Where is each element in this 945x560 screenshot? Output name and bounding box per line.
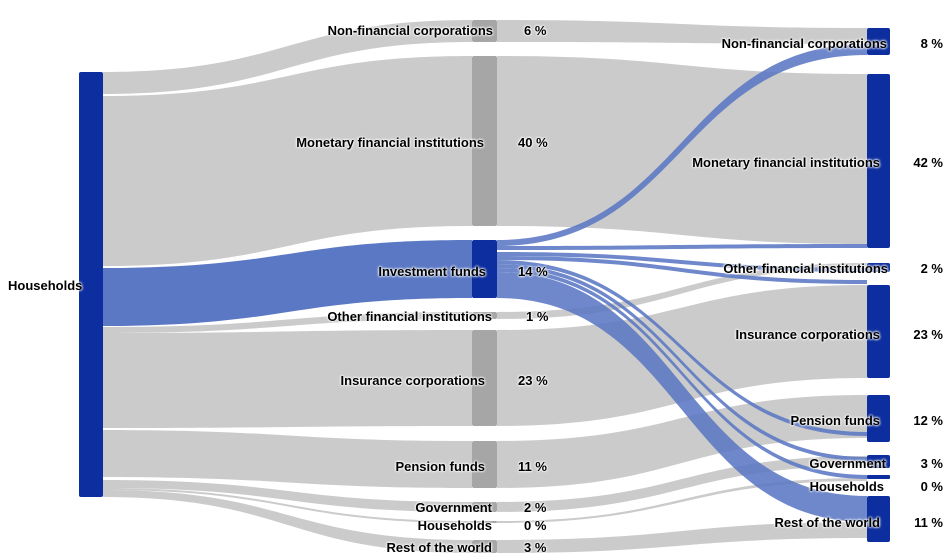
flow-if-to-ofi	[497, 252, 867, 272]
mid-pct-hh: 0 %	[524, 518, 547, 533]
right-label-ofi: Other financial institutions	[723, 261, 888, 276]
node-mid-if[interactable]	[472, 240, 497, 298]
flow-ic-to-ic	[497, 285, 867, 426]
flow-if-to-hh	[497, 268, 867, 479]
right-gray-flows	[497, 20, 867, 553]
node-mid-mfi[interactable]	[472, 56, 497, 226]
flow-households-to-row	[103, 490, 472, 553]
node-mid-row[interactable]	[472, 540, 497, 553]
flow-households-to-gov	[103, 480, 472, 512]
flow-ofi-to-ofi	[497, 263, 867, 319]
flow-if-to-nfc	[497, 44, 867, 246]
flow-households-to-hh	[103, 488, 472, 523]
right-label-pf: Pension funds	[790, 413, 880, 428]
right-pct-gov: 3 %	[921, 456, 944, 471]
right-pct-row: 11 %	[914, 515, 943, 530]
right-label-mfi: Monetary financial institutions	[692, 155, 880, 170]
node-mid-gov[interactable]	[472, 502, 497, 512]
right-label-hh: Households	[810, 479, 884, 494]
flow-if-to-ic	[497, 256, 867, 284]
flow-households-to-ofi	[103, 312, 472, 333]
mid-pct-nfc: 6 %	[524, 23, 547, 38]
flow-gov-to-gov	[497, 456, 867, 512]
node-right-ic[interactable]	[867, 285, 890, 378]
right-pct-mfi: 42 %	[913, 155, 943, 170]
mid-label-row: Rest of the world	[387, 540, 493, 555]
flow-households-to-mfi	[103, 56, 472, 266]
flow-if-to-gov	[497, 264, 867, 461]
mid-label-nfc: Non-financial corporations	[328, 23, 493, 38]
mid-pct-ic: 23 %	[518, 373, 548, 388]
mid-pct-ofi: 1 %	[526, 309, 549, 324]
node-mid-hh[interactable]	[472, 521, 497, 523]
flow-if-to-mfi	[497, 244, 867, 250]
mid-label-mfi: Monetary financial institutions	[296, 135, 484, 150]
node-right-nfc[interactable]	[867, 28, 890, 55]
right-label-gov: Government	[809, 456, 886, 471]
mid-label-pf: Pension funds	[395, 459, 485, 474]
right-pct-hh: 0 %	[921, 479, 944, 494]
flow-pf-to-pf	[497, 395, 867, 488]
node-households-source[interactable]	[79, 72, 103, 497]
right-label-ic: Insurance corporations	[736, 327, 880, 342]
labels: Households Non-financial corporations Mo…	[8, 23, 943, 555]
right-pct-nfc: 8 %	[921, 36, 944, 51]
flow-nfc-to-nfc	[497, 20, 867, 44]
flow-households-to-ic	[103, 330, 472, 428]
mid-pct-row: 3 %	[524, 540, 547, 555]
right-pct-pf: 12 %	[913, 413, 943, 428]
node-right-mfi[interactable]	[867, 74, 890, 248]
node-mid-ic[interactable]	[472, 330, 497, 426]
flow-if-to-pf	[497, 260, 867, 436]
mid-pct-gov: 2 %	[524, 500, 547, 515]
mid-label-ic: Insurance corporations	[341, 373, 485, 388]
node-right-ofi[interactable]	[867, 263, 890, 272]
flow-if-to-row	[497, 272, 867, 522]
mid-label-gov: Government	[415, 500, 492, 515]
node-mid-pf[interactable]	[472, 441, 497, 488]
flow-households-to-nfc	[103, 20, 472, 94]
right-label-nfc: Non-financial corporations	[722, 36, 887, 51]
node-right-hh[interactable]	[867, 475, 890, 479]
mid-pct-pf: 11 %	[518, 459, 547, 474]
mid-pct-mfi: 40 %	[518, 135, 548, 150]
flow-households-to-if	[103, 240, 472, 326]
node-mid-ofi[interactable]	[472, 312, 497, 319]
right-label-row: Rest of the world	[775, 515, 881, 530]
mid-label-hh: Households	[418, 518, 492, 533]
right-pct-ic: 23 %	[913, 327, 943, 342]
node-right-pf[interactable]	[867, 395, 890, 442]
investment-fund-flows	[497, 44, 867, 522]
node-right-row[interactable]	[867, 496, 890, 542]
node-right-gov[interactable]	[867, 455, 890, 468]
left-nodes	[79, 72, 103, 497]
flow-hh-to-hh	[497, 478, 867, 523]
middle-nodes	[472, 20, 497, 553]
flow-households-to-pf	[103, 430, 472, 488]
mid-label-if: Investment funds	[378, 264, 486, 279]
right-nodes	[867, 28, 890, 542]
right-pct-ofi: 2 %	[921, 261, 944, 276]
node-mid-nfc[interactable]	[472, 20, 497, 42]
mid-pct-if: 14 %	[518, 264, 548, 279]
flow-row-to-row	[497, 522, 867, 553]
left-flows	[103, 20, 472, 553]
source-label: Households	[8, 278, 82, 293]
mid-label-ofi: Other financial institutions	[327, 309, 492, 324]
